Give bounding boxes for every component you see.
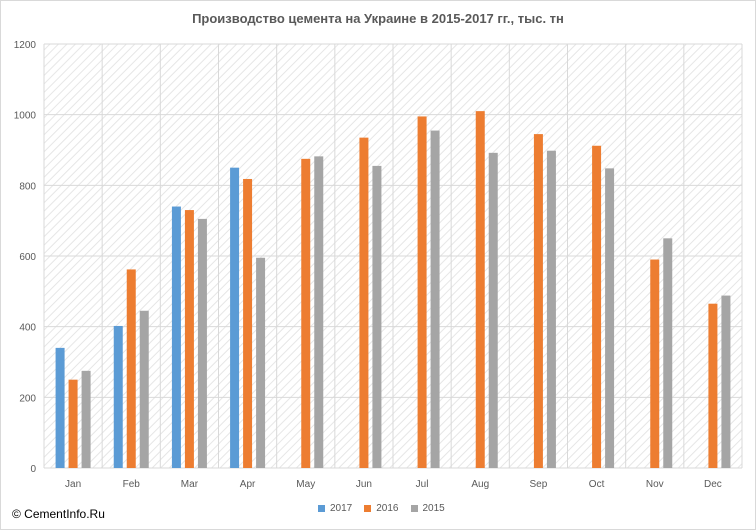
bar-2017-apr bbox=[230, 167, 240, 468]
bar-2015-mar bbox=[197, 218, 207, 468]
x-tick-label: Mar bbox=[181, 479, 199, 490]
y-tick-label: 0 bbox=[30, 464, 36, 475]
legend-swatch-2017 bbox=[318, 505, 325, 512]
bar-2015-nov bbox=[663, 238, 673, 468]
legend-item-2015: 2015 bbox=[410, 503, 445, 514]
bar-2016-may bbox=[301, 158, 311, 469]
bar-2015-dec bbox=[721, 295, 731, 468]
y-tick-label: 1000 bbox=[14, 111, 37, 122]
bar-2016-oct bbox=[592, 145, 602, 468]
bar-2017-mar bbox=[171, 206, 181, 469]
legend-label-2015: 2015 bbox=[422, 503, 445, 514]
bar-2017-feb bbox=[113, 325, 123, 468]
x-tick-label: Jun bbox=[356, 479, 372, 490]
x-tick-label: Aug bbox=[471, 479, 489, 490]
legend: 2017 2016 2015 bbox=[318, 503, 445, 514]
bar-2016-mar bbox=[184, 210, 194, 469]
bar-2015-jan bbox=[81, 370, 91, 468]
watermark: © CementInfo.Ru bbox=[12, 507, 105, 521]
x-tick-label: Feb bbox=[123, 479, 141, 490]
legend-label-2017: 2017 bbox=[330, 503, 353, 514]
legend-item-2017: 2017 bbox=[318, 503, 352, 514]
x-tick-label: May bbox=[296, 479, 315, 490]
legend-swatch-2015 bbox=[410, 505, 418, 512]
bar-2015-jul bbox=[430, 130, 440, 469]
y-tick-label: 1200 bbox=[14, 40, 37, 51]
bar-2015-sep bbox=[546, 150, 556, 468]
bar-2015-aug bbox=[488, 152, 498, 468]
bar-2016-feb bbox=[126, 269, 136, 468]
x-tick-label: Jul bbox=[416, 479, 429, 490]
legend-swatch-2016 bbox=[364, 505, 372, 512]
bar-2015-apr bbox=[256, 257, 266, 468]
x-tick-label: Jan bbox=[65, 479, 81, 490]
chart-title: Производство цемента на Украине в 2015-2… bbox=[192, 11, 564, 26]
x-tick-label: Apr bbox=[240, 479, 256, 490]
x-tick-label: Nov bbox=[646, 479, 664, 490]
legend-label-2016: 2016 bbox=[376, 503, 399, 514]
bar-2015-may bbox=[314, 156, 324, 469]
y-tick-label: 600 bbox=[19, 252, 36, 263]
bar-2016-nov bbox=[650, 259, 660, 468]
bar-2016-aug bbox=[475, 111, 485, 468]
x-tick-label: Sep bbox=[530, 479, 548, 490]
y-tick-label: 800 bbox=[19, 181, 36, 192]
bar-2016-apr bbox=[243, 178, 253, 468]
bar-2016-jun bbox=[359, 137, 369, 468]
bar-2016-jan bbox=[68, 379, 78, 468]
y-tick-label: 200 bbox=[19, 393, 36, 404]
x-tick-label: Dec bbox=[704, 479, 722, 490]
bar-2016-dec bbox=[708, 303, 718, 468]
y-tick-label: 400 bbox=[19, 323, 36, 334]
bar-2015-oct bbox=[605, 168, 615, 468]
bar-2016-jul bbox=[417, 116, 427, 468]
x-tick-label: Oct bbox=[589, 479, 605, 490]
bar-2016-sep bbox=[533, 134, 543, 468]
bar-2017-jan bbox=[55, 347, 65, 468]
bar-2015-feb bbox=[139, 310, 149, 468]
bar-2015-jun bbox=[372, 165, 382, 468]
legend-item-2016: 2016 bbox=[364, 503, 399, 514]
